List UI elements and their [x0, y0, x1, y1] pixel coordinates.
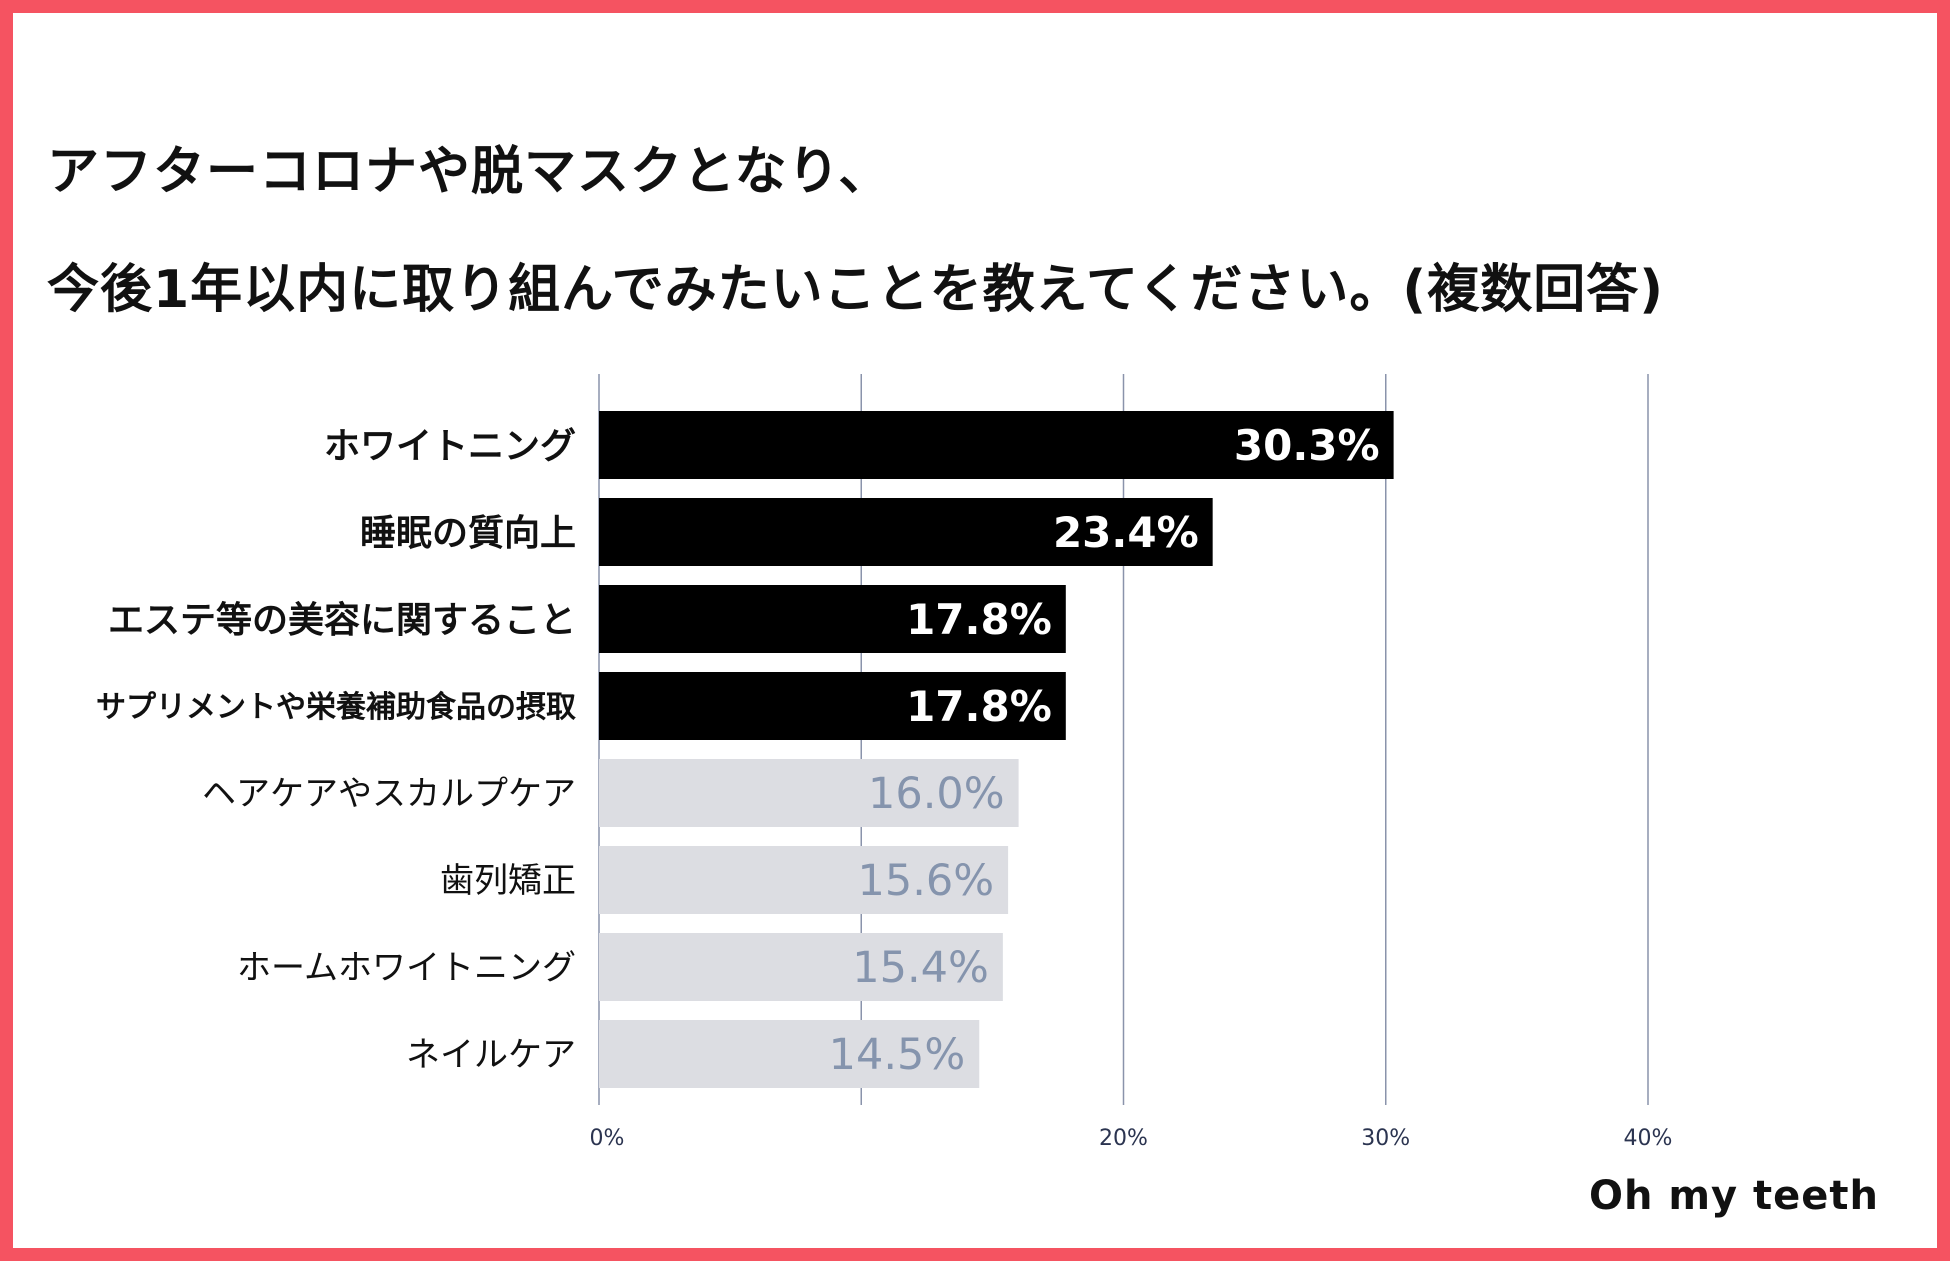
x-tick-label-3: 40%	[1624, 1126, 1673, 1151]
data-label-0: 30.3%	[1234, 421, 1380, 470]
data-label-6: 15.4%	[852, 943, 989, 993]
category-label-5: 歯列矯正	[440, 861, 576, 901]
x-tick-label-1: 20%	[1099, 1126, 1148, 1151]
category-label-6: ホームホワイトニング	[237, 948, 576, 988]
bar-3	[599, 672, 1066, 740]
x-axis-ticks: 0% 20% 30% 40%	[590, 1126, 1673, 1151]
chart-title-line-1: アフターコロナや脱マスクとなり、	[47, 142, 892, 202]
bar-6	[599, 933, 1003, 1001]
data-label-1: 23.4%	[1053, 508, 1199, 557]
bar-5	[599, 846, 1009, 914]
bars: 30.3%23.4%17.8%17.8%16.0%15.6%15.4%14.5%	[599, 411, 1394, 1088]
category-label-3: サプリメントや栄養補助食品の摂取	[96, 690, 576, 725]
brand-logo: Oh my teeth	[1588, 1173, 1879, 1219]
category-label-2: エステ等の美容に関すること	[108, 600, 576, 641]
category-label-1: 睡眠の質向上	[360, 513, 576, 554]
data-label-5: 15.6%	[858, 856, 995, 906]
data-label-2: 17.8%	[906, 595, 1052, 644]
category-label-4: ヘアケアやスカルプケア	[202, 774, 576, 814]
category-label-0: ホワイトニング	[324, 426, 576, 467]
bar-7	[599, 1020, 980, 1088]
category-labels: ホワイトニング睡眠の質向上エステ等の美容に関することサプリメントや栄養補助食品の…	[96, 426, 576, 1075]
bar-1	[599, 498, 1213, 566]
chart-title: アフターコロナや脱マスクとなり、 今後1年以内に取り組んでみたいことを教えてくだ…	[47, 113, 1664, 349]
x-tick-label-0: 0%	[590, 1126, 625, 1151]
category-label-7: ネイルケア	[406, 1035, 576, 1075]
bar-0	[599, 411, 1394, 479]
x-tick-label-2: 30%	[1361, 1126, 1410, 1151]
bar-2	[599, 585, 1066, 653]
data-label-4: 16.0%	[868, 769, 1005, 819]
chart-title-line-2: 今後1年以内に取り組んでみたいことを教えてください。(複数回答)	[47, 260, 1664, 320]
data-label-7: 14.5%	[829, 1030, 966, 1080]
data-label-3: 17.8%	[906, 682, 1052, 731]
bar-4	[599, 759, 1019, 827]
